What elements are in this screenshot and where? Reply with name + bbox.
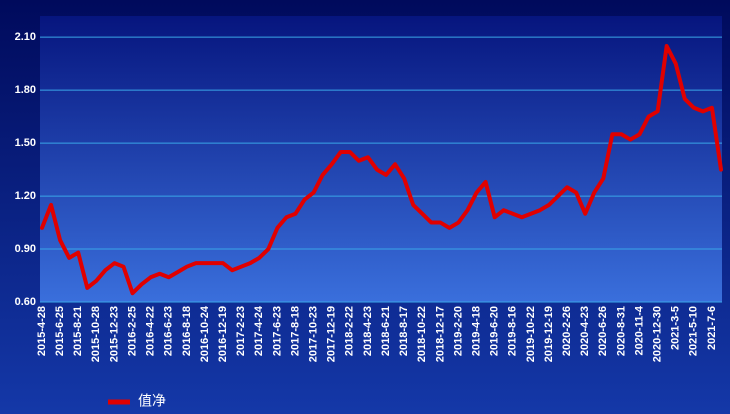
x-tick-label: 2019-2-20 (452, 306, 464, 356)
x-tick-label: 2015-4-28 (36, 306, 48, 356)
y-tick-label: 1.80 (15, 84, 36, 96)
x-tick-label: 2018-4-23 (362, 306, 374, 356)
x-tick-label: 2019-10-22 (525, 306, 537, 362)
y-tick-label: 0.60 (15, 296, 36, 308)
x-tick-label: 2018-12-17 (434, 306, 446, 362)
x-tick-label: 2021-7-6 (706, 306, 718, 350)
x-tick-label: 2015-6-25 (54, 306, 66, 356)
x-tick-label: 2018-2-22 (344, 306, 356, 356)
x-tick-label: 2020-12-30 (652, 306, 664, 362)
x-tick-label: 2016-8-18 (181, 306, 193, 356)
y-tick-label: 0.90 (15, 243, 36, 255)
x-tick-label: 2015-12-23 (108, 306, 120, 362)
x-tick-label: 2020-8-31 (615, 306, 627, 356)
y-tick-label: 2.10 (15, 31, 36, 43)
x-tick-label: 2020-11-4 (633, 305, 645, 355)
x-tick-label: 2017-6-23 (271, 306, 283, 356)
x-tick-label: 2019-6-20 (489, 306, 501, 356)
data-line (40, 44, 723, 296)
x-tick-label: 2020-4-23 (579, 306, 591, 356)
x-tick-label: 2017-8-18 (289, 306, 301, 356)
x-tick-label: 2017-2-23 (235, 306, 247, 356)
legend-label: 值净 (138, 393, 166, 409)
x-tick-label: 2019-12-19 (543, 306, 555, 362)
x-tick-label: 2019-4-18 (470, 306, 482, 356)
y-tick-label: 1.20 (15, 190, 36, 202)
x-tick-label: 2018-6-21 (380, 306, 392, 356)
x-tick-label: 2019-8-16 (507, 306, 519, 356)
x-tick-label: 2016-10-24 (199, 305, 211, 362)
x-tick-label: 2020-6-26 (597, 306, 609, 356)
x-tick-label: 2016-4-22 (145, 306, 157, 356)
x-tick-label: 2021-5-10 (688, 306, 700, 356)
x-tick-label: 2021-3-5 (670, 306, 682, 350)
x-tick-label: 2016-12-19 (217, 306, 229, 362)
x-tick-label: 2016-2-25 (126, 306, 138, 356)
x-tick-label: 2017-4-24 (253, 305, 265, 356)
plot-area (40, 16, 722, 302)
x-tick-label: 2015-8-21 (72, 306, 84, 356)
x-tick-label: 2018-10-22 (416, 306, 428, 362)
y-tick-label: 1.50 (15, 137, 36, 149)
x-tick-label: 2017-10-23 (308, 306, 320, 362)
x-tick-label: 2018-8-17 (398, 306, 410, 356)
x-tick-label: 2016-6-23 (163, 306, 175, 356)
x-tick-label: 2015-10-28 (90, 306, 102, 362)
x-tick-label: 2020-2-26 (561, 306, 573, 356)
x-tick-label: 2017-12-19 (326, 306, 338, 362)
